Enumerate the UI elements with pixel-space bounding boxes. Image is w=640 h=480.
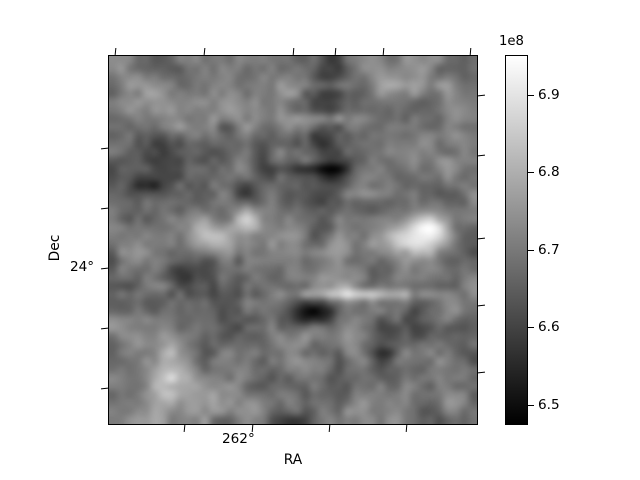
x-tick-top-5 [469,47,472,56]
y-tick-2 [100,267,109,270]
y-tick-1 [100,207,109,210]
y-tick-0 [100,147,109,150]
y-tick-right-1 [477,154,486,157]
colorbar-tick-label-4: 6.9 [538,87,560,103]
y-tick-label-24: 24° [70,259,95,275]
y-tick-right-2 [477,237,486,240]
colorbar-tick-1 [528,327,534,329]
colorbar[interactable] [505,55,528,425]
y-tick-right-4 [477,371,486,374]
sky-image-axes[interactable] [108,55,478,425]
sky-heatmap-image [109,56,477,424]
colorbar-tick-label-3: 6.8 [538,164,560,180]
y-tick-right-0 [477,94,486,97]
colorbar-tick-label-0: 6.5 [538,397,560,413]
colorbar-tick-label-1: 6.6 [538,319,560,335]
x-tick-top-3 [334,47,337,56]
colorbar-tick-4 [528,95,534,97]
colorbar-tick-3 [528,172,534,174]
y-tick-4 [100,387,109,390]
y-tick-3 [100,327,109,330]
colorbar-tick-label-2: 6.7 [538,242,560,258]
colorbar-tick-0 [528,405,534,407]
y-axis-label: Dec [47,234,63,262]
x-tick-2 [328,424,331,433]
x-tick-0 [183,424,186,433]
y-tick-right-3 [477,304,486,307]
colorbar-tick-2 [528,250,534,252]
x-tick-top-2 [292,47,295,56]
x-tick-label-262: 262° [222,431,255,447]
colorbar-offset-label: 1e8 [499,34,524,49]
x-tick-top-4 [382,47,385,56]
x-axis-label: RA [283,452,303,468]
x-tick-3 [405,424,408,433]
x-tick-top-1 [203,47,206,56]
x-tick-top-0 [114,47,117,56]
